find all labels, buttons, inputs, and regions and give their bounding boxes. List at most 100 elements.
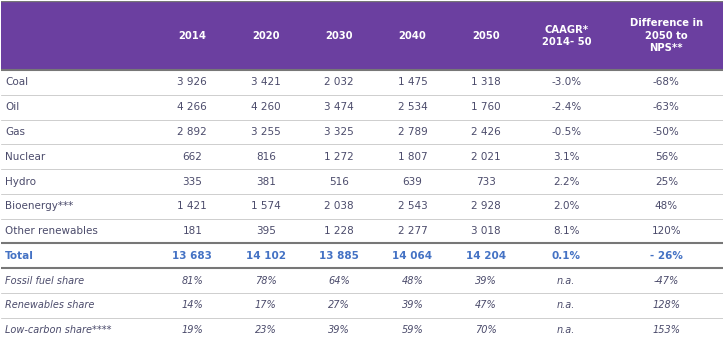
Text: 2 277: 2 277 <box>397 226 427 236</box>
Text: 120%: 120% <box>652 226 681 236</box>
Bar <box>1 169 723 194</box>
Text: 2014: 2014 <box>178 31 206 41</box>
Text: Renewables share: Renewables share <box>5 300 94 310</box>
Text: -2.4%: -2.4% <box>551 102 581 112</box>
Text: 2020: 2020 <box>252 31 279 41</box>
Text: 3 325: 3 325 <box>324 127 354 137</box>
Text: -68%: -68% <box>653 77 680 87</box>
Text: 8.1%: 8.1% <box>553 226 579 236</box>
Text: -47%: -47% <box>654 276 679 286</box>
Text: 1 574: 1 574 <box>251 201 281 211</box>
Text: n.a.: n.a. <box>557 300 576 310</box>
Bar <box>1 95 723 120</box>
Text: 1 272: 1 272 <box>324 152 354 162</box>
Text: 2 426: 2 426 <box>471 127 501 137</box>
Text: 14%: 14% <box>182 300 203 310</box>
Bar <box>1 219 723 244</box>
Text: CAAGR*
2014- 50: CAAGR* 2014- 50 <box>542 24 591 47</box>
Text: 2 789: 2 789 <box>397 127 427 137</box>
Text: 381: 381 <box>256 176 276 186</box>
Text: 1 228: 1 228 <box>324 226 354 236</box>
Text: 2040: 2040 <box>399 31 426 41</box>
Text: 70%: 70% <box>475 325 497 335</box>
Text: 14 102: 14 102 <box>245 251 286 261</box>
Text: 59%: 59% <box>402 325 424 335</box>
Text: 3 018: 3 018 <box>471 226 500 236</box>
Text: 733: 733 <box>476 176 496 186</box>
Bar <box>1 293 723 318</box>
Bar <box>1 70 723 95</box>
Text: 2 032: 2 032 <box>324 77 354 87</box>
Text: 2.2%: 2.2% <box>553 176 579 186</box>
Text: 2 534: 2 534 <box>397 102 427 112</box>
Text: 2 928: 2 928 <box>471 201 501 211</box>
Text: 0.1%: 0.1% <box>552 251 581 261</box>
Text: 47%: 47% <box>475 300 497 310</box>
Text: n.a.: n.a. <box>557 276 576 286</box>
Text: 1 421: 1 421 <box>177 201 207 211</box>
Text: -3.0%: -3.0% <box>551 77 581 87</box>
Text: 14 064: 14 064 <box>392 251 432 261</box>
Text: Gas: Gas <box>5 127 25 137</box>
Text: Nuclear: Nuclear <box>5 152 45 162</box>
Bar <box>1 1 723 70</box>
Text: 17%: 17% <box>255 300 277 310</box>
Text: 39%: 39% <box>402 300 424 310</box>
Text: Fossil fuel share: Fossil fuel share <box>5 276 84 286</box>
Text: 1 475: 1 475 <box>397 77 427 87</box>
Text: 2050: 2050 <box>472 31 500 41</box>
Text: 3 255: 3 255 <box>251 127 281 137</box>
Text: Difference in
2050 to
NPS**: Difference in 2050 to NPS** <box>630 18 703 53</box>
Text: 25%: 25% <box>654 176 678 186</box>
Text: 2 892: 2 892 <box>177 127 207 137</box>
Text: 39%: 39% <box>475 276 497 286</box>
Text: 816: 816 <box>256 152 276 162</box>
Text: 3.1%: 3.1% <box>553 152 579 162</box>
Text: 4 266: 4 266 <box>177 102 207 112</box>
Text: 395: 395 <box>256 226 276 236</box>
Bar <box>1 194 723 219</box>
Text: 56%: 56% <box>654 152 678 162</box>
Text: 128%: 128% <box>652 300 681 310</box>
Text: Oil: Oil <box>5 102 20 112</box>
Text: 2030: 2030 <box>325 31 353 41</box>
Text: Coal: Coal <box>5 77 28 87</box>
Text: 2 021: 2 021 <box>471 152 500 162</box>
Text: - 26%: - 26% <box>650 251 683 261</box>
Text: 662: 662 <box>182 152 202 162</box>
Text: 1 760: 1 760 <box>471 102 500 112</box>
Bar <box>1 244 723 268</box>
Text: Low-carbon share****: Low-carbon share**** <box>5 325 111 335</box>
Bar <box>1 144 723 169</box>
Text: 2 543: 2 543 <box>397 201 427 211</box>
Text: Total: Total <box>5 251 34 261</box>
Text: -63%: -63% <box>653 102 680 112</box>
Text: Hydro: Hydro <box>5 176 36 186</box>
Text: 2 038: 2 038 <box>324 201 354 211</box>
Text: 23%: 23% <box>255 325 277 335</box>
Text: 27%: 27% <box>328 300 350 310</box>
Text: 516: 516 <box>329 176 349 186</box>
Text: 19%: 19% <box>182 325 203 335</box>
Text: 64%: 64% <box>328 276 350 286</box>
Text: 3 926: 3 926 <box>177 77 207 87</box>
Text: 13 885: 13 885 <box>319 251 359 261</box>
Text: Bioenergy***: Bioenergy*** <box>5 201 73 211</box>
Text: 39%: 39% <box>328 325 350 335</box>
Text: 14 204: 14 204 <box>466 251 506 261</box>
Bar <box>1 120 723 144</box>
Bar <box>1 318 723 343</box>
Text: 48%: 48% <box>402 276 424 286</box>
Text: 181: 181 <box>182 226 202 236</box>
Text: 335: 335 <box>182 176 202 186</box>
Text: -50%: -50% <box>653 127 680 137</box>
Text: -0.5%: -0.5% <box>551 127 581 137</box>
Text: n.a.: n.a. <box>557 325 576 335</box>
Text: 2.0%: 2.0% <box>553 201 579 211</box>
Text: 13 683: 13 683 <box>172 251 212 261</box>
Text: 4 260: 4 260 <box>251 102 280 112</box>
Text: 3 421: 3 421 <box>251 77 281 87</box>
Text: 1 318: 1 318 <box>471 77 501 87</box>
Text: 153%: 153% <box>652 325 681 335</box>
Text: 3 474: 3 474 <box>324 102 354 112</box>
